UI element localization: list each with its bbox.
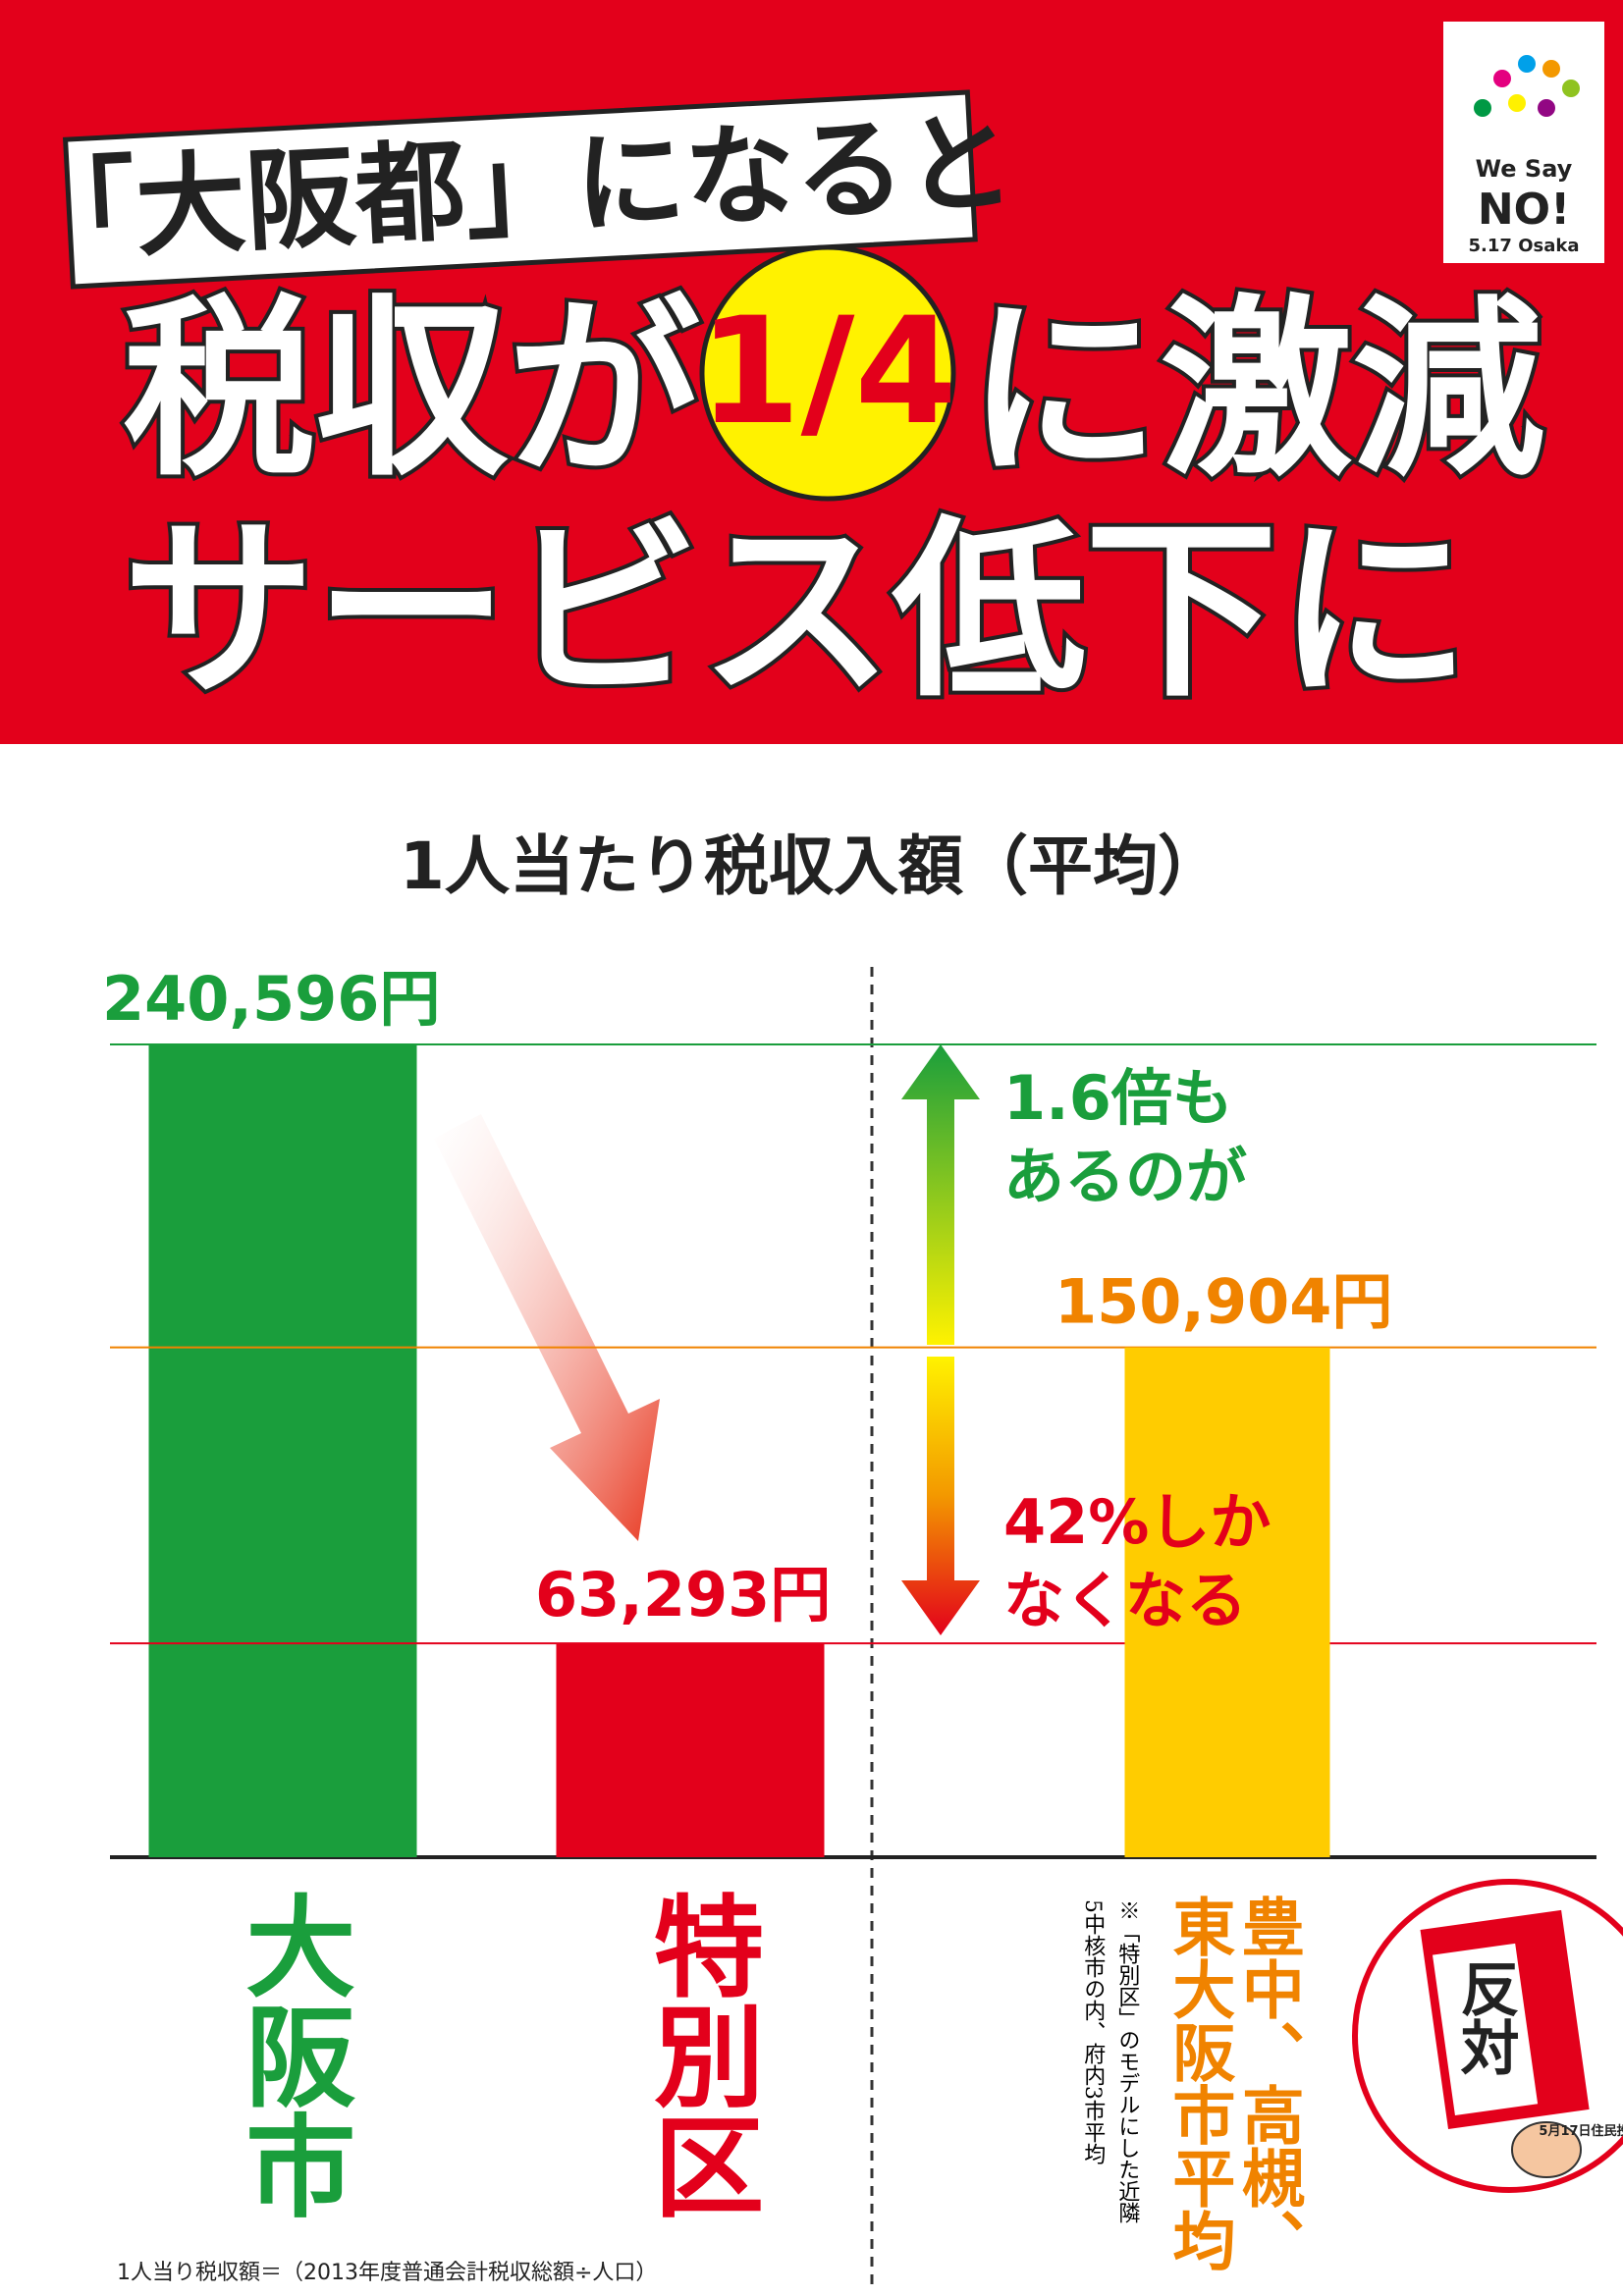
- category-label: 豊中、高槻、東大阪市平均: [1162, 1895, 1304, 2271]
- logo-dot: [1542, 60, 1560, 78]
- logo: We Say NO! 5.17 Osaka: [1443, 22, 1604, 263]
- value-label: 150,904円: [1055, 1266, 1392, 1338]
- annotation: 1.6倍も: [1003, 1062, 1233, 1134]
- headline: に激減: [967, 279, 1544, 503]
- logo-text: We Say: [1476, 155, 1573, 183]
- fraction-circle: [699, 244, 956, 502]
- badge-hand: [1511, 2121, 1582, 2178]
- value-label: 63,293円: [535, 1559, 831, 1630]
- category-label: 特別区: [635, 1890, 764, 2219]
- badge-text: 反対: [1450, 1958, 1519, 2076]
- logo-dot: [1508, 94, 1526, 112]
- annotation: なくなる: [1003, 1565, 1247, 1636]
- badge: 反対 5月17日住民投票: [1352, 1879, 1623, 2193]
- logo-text: 5.17 Osaka: [1469, 236, 1580, 256]
- subtitle-bg: [62, 89, 978, 290]
- category-label: 大阪市: [227, 1890, 355, 2219]
- badge-panel: [1432, 1943, 1539, 2116]
- badge-date: 5月17日住民投票: [1539, 2123, 1623, 2139]
- logo-dot: [1493, 70, 1511, 87]
- logo-dot: [1538, 99, 1555, 117]
- down-arrow: [901, 1357, 980, 1635]
- up-arrow: [901, 1044, 980, 1345]
- logo-dot: [1562, 80, 1580, 97]
- logo-text: NO!: [1478, 185, 1570, 235]
- decline-arrow: [434, 1114, 660, 1541]
- bar: [1124, 1347, 1330, 1857]
- bar: [556, 1643, 825, 1857]
- bar: [148, 1044, 417, 1857]
- headline: サービス低下に: [123, 500, 1470, 723]
- note: ※「特別区」のモデルにした近隣5中核市の内、府内3市平均: [1080, 1899, 1140, 2223]
- footnote: 1人当り税収額＝（2013年度普通会計税収総額÷人口）: [117, 2261, 657, 2285]
- annotation: あるのが: [1003, 1141, 1247, 1212]
- chart-title: 1人当たり税収入額（平均）: [400, 828, 1222, 904]
- value-label: 240,596円: [102, 963, 440, 1035]
- logo-dot: [1518, 55, 1536, 73]
- headline: 税収が: [123, 279, 700, 503]
- annotation: 42%しか: [1003, 1486, 1271, 1558]
- fraction: 1/4: [698, 287, 957, 457]
- logo-dot: [1474, 99, 1491, 117]
